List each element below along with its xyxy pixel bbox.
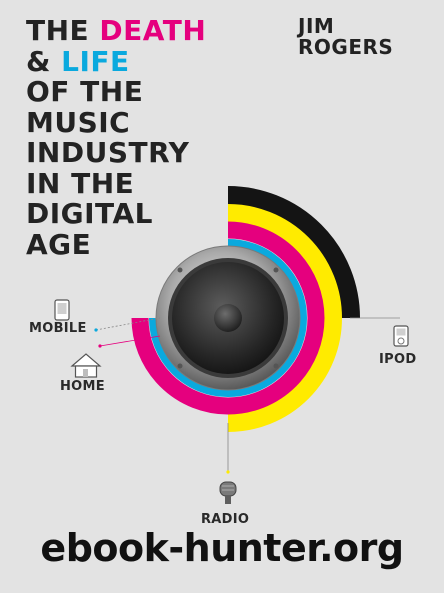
ipod-icon bbox=[393, 325, 409, 347]
microphone-icon bbox=[219, 481, 237, 504]
speaker-icon bbox=[155, 245, 301, 391]
title-line-8: AGE bbox=[26, 227, 92, 261]
yellow-arc bbox=[227, 204, 342, 432]
book-title: THE DEATH & LIFE OF THE MUSIC INDUSTRY I… bbox=[26, 14, 207, 261]
author-name: JIM ROGERS bbox=[298, 16, 393, 58]
mobile-connector bbox=[95, 317, 161, 331]
title-line-6: IN THE bbox=[26, 166, 135, 200]
author-first-name: JIM bbox=[298, 14, 335, 38]
home-connector bbox=[99, 335, 161, 347]
ipod-label: IPOD bbox=[379, 352, 417, 367]
house-icon bbox=[70, 353, 102, 378]
title-line-4: MUSIC bbox=[26, 105, 131, 139]
title-line-7: DIGITAL bbox=[26, 197, 153, 230]
mobile-phone-icon bbox=[54, 299, 70, 321]
title-line-1: THE DEATH bbox=[26, 14, 207, 47]
mobile-label: MOBILE bbox=[29, 321, 87, 336]
magenta-arc bbox=[131, 221, 325, 415]
watermark-text: ebook-hunter.org bbox=[40, 526, 404, 570]
title-line-3: OF THE bbox=[26, 75, 144, 108]
title-line-5: INDUSTRY bbox=[26, 136, 190, 169]
black-arc bbox=[227, 186, 360, 319]
home-label: HOME bbox=[60, 379, 105, 394]
author-last-name: ROGERS bbox=[298, 35, 394, 59]
radio-label: RADIO bbox=[201, 512, 250, 527]
title-line-2: & LIFE bbox=[26, 44, 130, 78]
